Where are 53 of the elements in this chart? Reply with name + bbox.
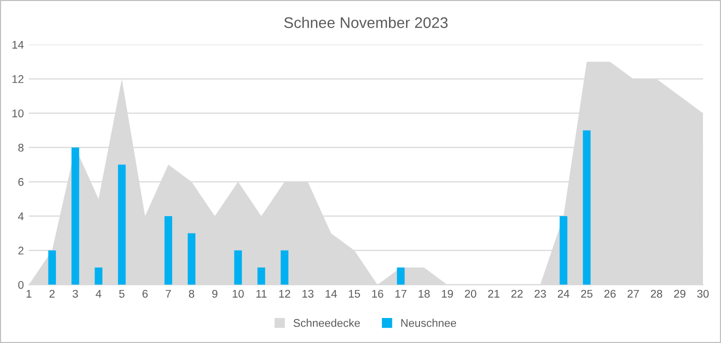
x-tick-label: 3 [72,290,78,298]
x-tick-label: 28 [650,290,662,298]
bar [560,216,568,285]
x-tick-label: 24 [558,290,570,298]
y-tick-label: 2 [18,246,24,254]
x-tick-label: 20 [464,290,476,298]
bar [396,268,405,285]
x-tick-label: 9 [212,290,218,298]
x-tick-label: 30 [697,290,709,298]
x-tick-label: 2 [50,290,55,298]
x-tick-label: 10 [232,290,244,298]
bar [71,147,80,285]
bar [164,216,172,285]
x-tick-label: 1 [26,290,32,298]
y-tick-label: 8 [18,144,24,152]
y-tick-label: 10 [12,109,24,118]
bar [234,250,242,285]
x-tick-label: 22 [511,290,523,298]
bar [188,233,196,285]
x-tick-label: 5 [119,290,124,298]
x-tick-label: 7 [166,290,171,298]
x-tick-label: 8 [188,290,194,298]
y-tick-label: 14 [12,40,24,49]
x-tick-label: 17 [395,290,406,298]
y-tick-label: 0 [18,280,24,289]
x-tick-label: 27 [628,290,639,298]
bar [118,164,126,285]
x-tick-label: 23 [534,290,546,298]
x-tick-label: 26 [604,290,616,298]
y-tick-label: 12 [12,75,24,83]
legend-label: Schneedecke [294,318,360,327]
x-tick-label: 16 [372,290,384,298]
y-tick-label: 4 [18,212,24,220]
x-tick-label: 11 [256,290,267,298]
x-tick-label: 21 [488,290,500,298]
bar [582,130,591,285]
bar [257,268,266,285]
y-tick-label: 6 [18,178,24,186]
chart-title: Schnee November 2023 [284,16,448,28]
x-tick-label: 19 [442,290,453,298]
bar [280,250,288,285]
x-tick-label: 29 [674,290,686,298]
x-tick-label: 13 [302,290,314,298]
x-tick-label: 14 [326,290,337,298]
legend-label: Neuschnee [401,318,456,327]
x-tick-label: 4 [96,290,102,298]
bar [48,250,56,285]
x-tick-label: 15 [348,290,360,298]
bar [94,268,102,285]
x-tick-label: 6 [142,290,148,298]
x-tick-label: 18 [418,290,430,298]
x-tick-label: 12 [279,290,290,298]
x-tick-label: 25 [581,290,592,298]
